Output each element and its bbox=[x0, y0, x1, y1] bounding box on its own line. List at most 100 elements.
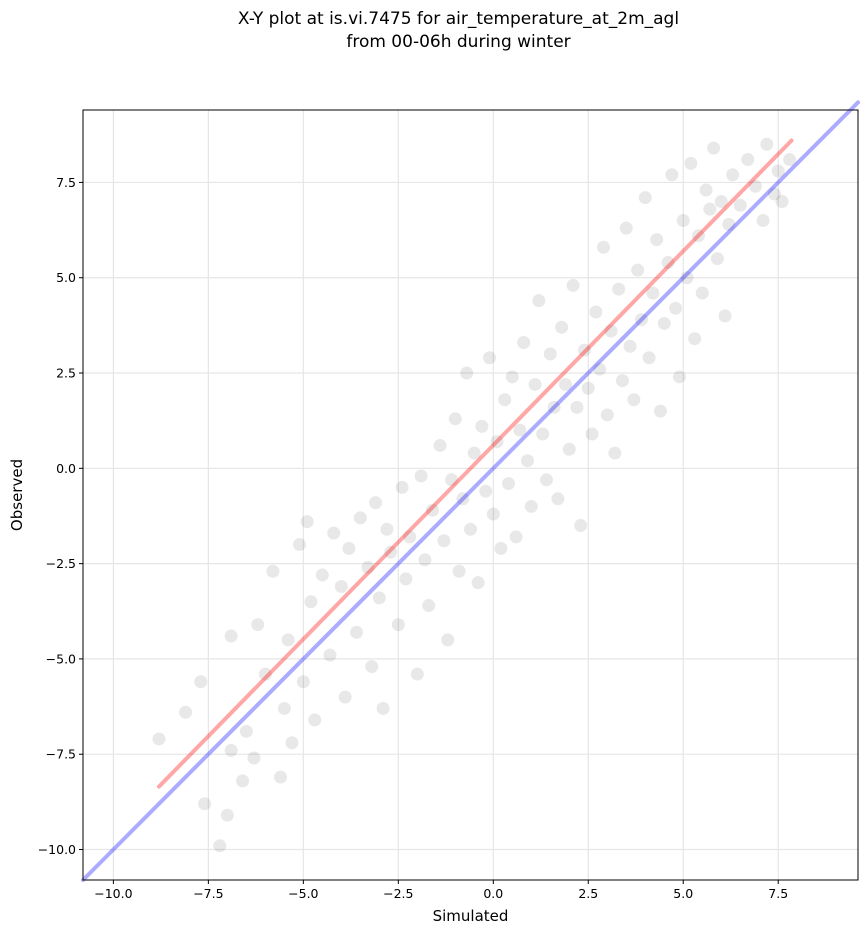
data-point bbox=[532, 294, 546, 308]
data-point bbox=[619, 221, 633, 235]
data-point bbox=[657, 316, 671, 330]
data-point bbox=[570, 400, 584, 414]
data-point bbox=[414, 469, 428, 483]
chart-title: X-Y plot at is.vi.7475 for air_temperatu… bbox=[0, 8, 867, 54]
data-point bbox=[224, 629, 238, 643]
data-point bbox=[707, 141, 721, 155]
data-point bbox=[714, 194, 728, 208]
data-point bbox=[513, 423, 527, 437]
data-point bbox=[342, 541, 356, 555]
data-point bbox=[536, 427, 550, 441]
data-point bbox=[391, 618, 405, 632]
data-point bbox=[460, 366, 474, 380]
data-point bbox=[486, 507, 500, 521]
data-point bbox=[445, 473, 459, 487]
data-point bbox=[369, 496, 383, 510]
data-point bbox=[680, 271, 694, 285]
data-point bbox=[179, 705, 193, 719]
x-tick-label: 0.0 bbox=[483, 886, 503, 901]
data-point bbox=[418, 553, 432, 567]
x-tick-label: 7.5 bbox=[768, 886, 788, 901]
data-point bbox=[699, 183, 713, 197]
x-tick-label: −10.0 bbox=[94, 886, 132, 901]
data-point bbox=[433, 438, 447, 452]
data-point bbox=[426, 503, 440, 517]
data-point bbox=[475, 419, 489, 433]
data-point bbox=[285, 736, 299, 750]
data-point bbox=[323, 648, 337, 662]
plot-frame bbox=[82, 109, 859, 881]
y-tick-label: −7.5 bbox=[46, 747, 76, 762]
data-point bbox=[646, 286, 660, 300]
data-point bbox=[596, 240, 610, 254]
data-point bbox=[676, 214, 690, 228]
data-point bbox=[224, 743, 238, 757]
data-point bbox=[684, 156, 698, 170]
data-point bbox=[365, 660, 379, 674]
data-point bbox=[771, 164, 785, 178]
data-point bbox=[509, 530, 523, 544]
data-point bbox=[577, 343, 591, 357]
data-point bbox=[775, 194, 789, 208]
data-point bbox=[593, 362, 607, 376]
data-point bbox=[277, 701, 291, 715]
data-point bbox=[296, 675, 310, 689]
data-point bbox=[524, 499, 538, 513]
data-point bbox=[634, 313, 648, 327]
data-point bbox=[551, 492, 565, 506]
data-point bbox=[471, 576, 485, 590]
data-point bbox=[361, 560, 375, 574]
data-point bbox=[258, 667, 272, 681]
y-axis-label: Observed bbox=[8, 459, 26, 531]
data-point bbox=[612, 282, 626, 296]
y-tick-label: 5.0 bbox=[56, 270, 76, 285]
data-point bbox=[608, 446, 622, 460]
data-point bbox=[501, 477, 515, 491]
data-point bbox=[589, 305, 603, 319]
data-point bbox=[380, 522, 394, 536]
data-point bbox=[767, 187, 781, 201]
data-point bbox=[558, 377, 572, 391]
data-point bbox=[623, 339, 637, 353]
data-point bbox=[520, 454, 534, 468]
data-point bbox=[722, 217, 736, 231]
y-tick-label: −5.0 bbox=[46, 651, 76, 666]
data-point bbox=[482, 351, 496, 365]
data-point bbox=[334, 579, 348, 593]
data-point bbox=[293, 538, 307, 552]
data-point bbox=[539, 473, 553, 487]
data-point bbox=[631, 263, 645, 277]
data-point bbox=[688, 332, 702, 346]
data-point bbox=[783, 153, 797, 167]
data-point bbox=[456, 492, 470, 506]
y-axis-ticks: −10.0 −7.5 −5.0 −2.5 0.0 2.5 5.0 7.5 bbox=[38, 175, 83, 857]
data-point bbox=[642, 351, 656, 365]
data-point bbox=[376, 701, 390, 715]
data-point bbox=[494, 541, 508, 555]
data-point bbox=[274, 770, 288, 784]
data-point bbox=[562, 442, 576, 456]
data-point bbox=[422, 599, 436, 613]
data-point bbox=[726, 168, 740, 182]
data-point bbox=[756, 214, 770, 228]
data-point bbox=[574, 518, 588, 532]
data-point bbox=[665, 168, 679, 182]
data-point bbox=[437, 534, 451, 548]
data-point bbox=[251, 618, 265, 632]
x-axis-label: Simulated bbox=[433, 907, 509, 925]
data-point bbox=[452, 564, 466, 578]
data-point bbox=[741, 153, 755, 167]
data-point bbox=[600, 408, 614, 422]
data-point bbox=[198, 797, 212, 811]
data-point bbox=[281, 633, 295, 647]
data-point bbox=[236, 774, 250, 788]
data-point bbox=[585, 427, 599, 441]
data-point bbox=[528, 377, 542, 391]
x-tick-label: 2.5 bbox=[578, 886, 598, 901]
data-point bbox=[669, 301, 683, 315]
data-point bbox=[410, 667, 424, 681]
chart-title-line-1: X-Y plot at is.vi.7475 for air_temperatu… bbox=[237, 9, 680, 29]
data-point bbox=[239, 724, 253, 738]
data-point bbox=[555, 320, 569, 334]
